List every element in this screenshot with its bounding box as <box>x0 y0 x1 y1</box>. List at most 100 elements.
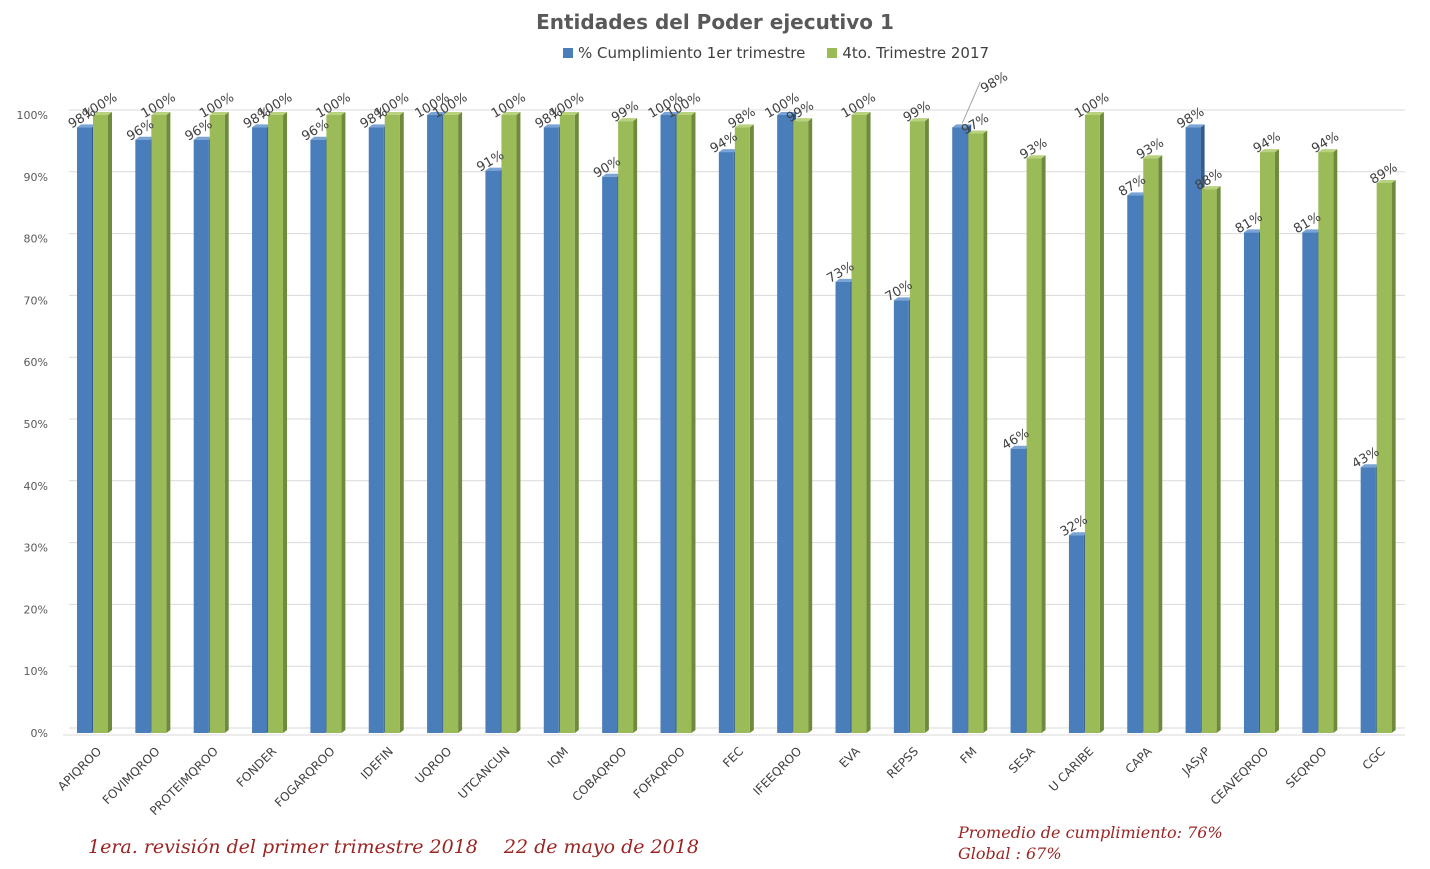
legend-item-series-1: % Cumplimiento 1er trimestre <box>563 44 805 62</box>
bar <box>368 127 384 734</box>
bar-top <box>851 112 871 115</box>
x-tick-label: REPSS <box>884 744 921 781</box>
x-tick-label: CGC <box>1360 744 1388 772</box>
x-tick-label: FOFAQROO <box>631 744 688 801</box>
x-tick-label: FEC <box>720 744 746 770</box>
legend-label-series-2: 4to. Trimestre 2017 <box>842 44 990 62</box>
bar <box>384 115 400 733</box>
bar-side <box>1391 179 1396 734</box>
bar-top <box>427 112 447 115</box>
bar <box>268 115 284 733</box>
bar-top <box>1201 186 1221 190</box>
bar-top <box>559 112 579 115</box>
bar <box>1010 448 1026 733</box>
y-tick-label: 50% <box>24 418 48 431</box>
x-tick-label: UTCANCUN <box>455 744 512 801</box>
x-tick-label: IDEFIN <box>358 744 396 782</box>
x-tick-label: UQROO <box>412 744 454 786</box>
bar-side <box>283 112 288 733</box>
bar-top <box>1360 464 1380 468</box>
y-tick-label: 70% <box>24 294 48 307</box>
bar <box>718 152 734 733</box>
bar-top <box>193 136 213 140</box>
bar-top <box>252 124 272 128</box>
bar <box>602 176 618 734</box>
bar-side <box>1099 112 1104 733</box>
bar-top <box>1068 532 1088 536</box>
bar-side <box>1333 149 1338 733</box>
bar-top <box>1302 229 1322 233</box>
bar-side <box>1041 155 1046 733</box>
bar-side <box>633 118 638 734</box>
bar-top <box>718 149 738 153</box>
bar-top <box>952 124 972 128</box>
bar-top <box>93 112 112 115</box>
x-tick-label: U CARIBE <box>1046 744 1096 794</box>
bar <box>1243 232 1259 734</box>
footer-global: Global : 67% <box>958 844 1062 863</box>
bar <box>485 170 501 733</box>
bar-side <box>224 112 229 733</box>
leader-line <box>961 81 981 124</box>
bar-top <box>151 112 171 115</box>
bar-top <box>793 118 813 122</box>
chart-legend: % Cumplimiento 1er trimestre 4to. Trimes… <box>563 42 1011 64</box>
y-tick-label: 90% <box>24 171 48 184</box>
footer-revision-note: 1era. revisión del primer trimestre 2018… <box>88 836 725 858</box>
x-tick-label: APIQROO <box>55 744 104 793</box>
bar <box>77 127 92 734</box>
bar-side <box>399 112 404 733</box>
bar <box>326 115 342 733</box>
bar <box>543 127 559 734</box>
legend-swatch-series-2 <box>827 48 838 58</box>
bar <box>193 139 209 734</box>
bar <box>676 115 692 733</box>
bar <box>501 115 517 733</box>
legend-swatch-series-1 <box>563 48 573 58</box>
y-tick-label: 80% <box>24 233 48 246</box>
bar-side <box>574 112 579 733</box>
bar <box>443 115 459 733</box>
legend-item-series-2: 4to. Trimestre 2017 <box>827 44 989 62</box>
bar <box>1185 127 1201 734</box>
bar-side <box>924 118 929 734</box>
bar <box>151 115 167 733</box>
bar-top <box>1259 149 1279 153</box>
bar-side <box>866 112 871 733</box>
bar <box>209 115 225 733</box>
bar <box>1026 158 1042 733</box>
bar <box>1259 152 1275 733</box>
bar-top <box>1084 112 1104 115</box>
bar-top <box>443 112 463 115</box>
chart-title: Entidades del Poder ejecutivo 1 <box>536 10 894 34</box>
x-tick-label: JASyP <box>1179 744 1213 778</box>
bar-top <box>1143 155 1163 159</box>
bar <box>427 115 443 733</box>
bar-top <box>1243 229 1263 233</box>
x-tick-label: EVA <box>836 744 863 771</box>
bar-side <box>1158 155 1163 733</box>
bar <box>1376 182 1392 734</box>
x-tick-label: FOVIMQROO <box>100 744 163 807</box>
bar-top <box>310 136 330 140</box>
bar <box>1127 195 1143 734</box>
x-tick-label: CEAVEQROO <box>1208 744 1272 808</box>
y-tick-label: 40% <box>24 480 48 493</box>
bar-top <box>734 124 754 128</box>
bar-top <box>1026 155 1046 159</box>
bar-top <box>968 130 988 134</box>
y-tick-label: 20% <box>24 603 48 616</box>
bar <box>1084 115 1100 733</box>
bar-top <box>1376 179 1396 183</box>
bar-side <box>1216 186 1221 733</box>
bar-top <box>676 112 696 115</box>
bar-side <box>808 118 813 734</box>
bar <box>952 127 968 734</box>
bar-top <box>77 124 96 128</box>
y-tick-label: 30% <box>24 542 48 555</box>
bar-top <box>501 112 521 115</box>
bar <box>1143 158 1159 733</box>
bar <box>835 281 851 733</box>
x-tick-label: IQM <box>545 744 571 770</box>
bar-side <box>983 130 988 734</box>
